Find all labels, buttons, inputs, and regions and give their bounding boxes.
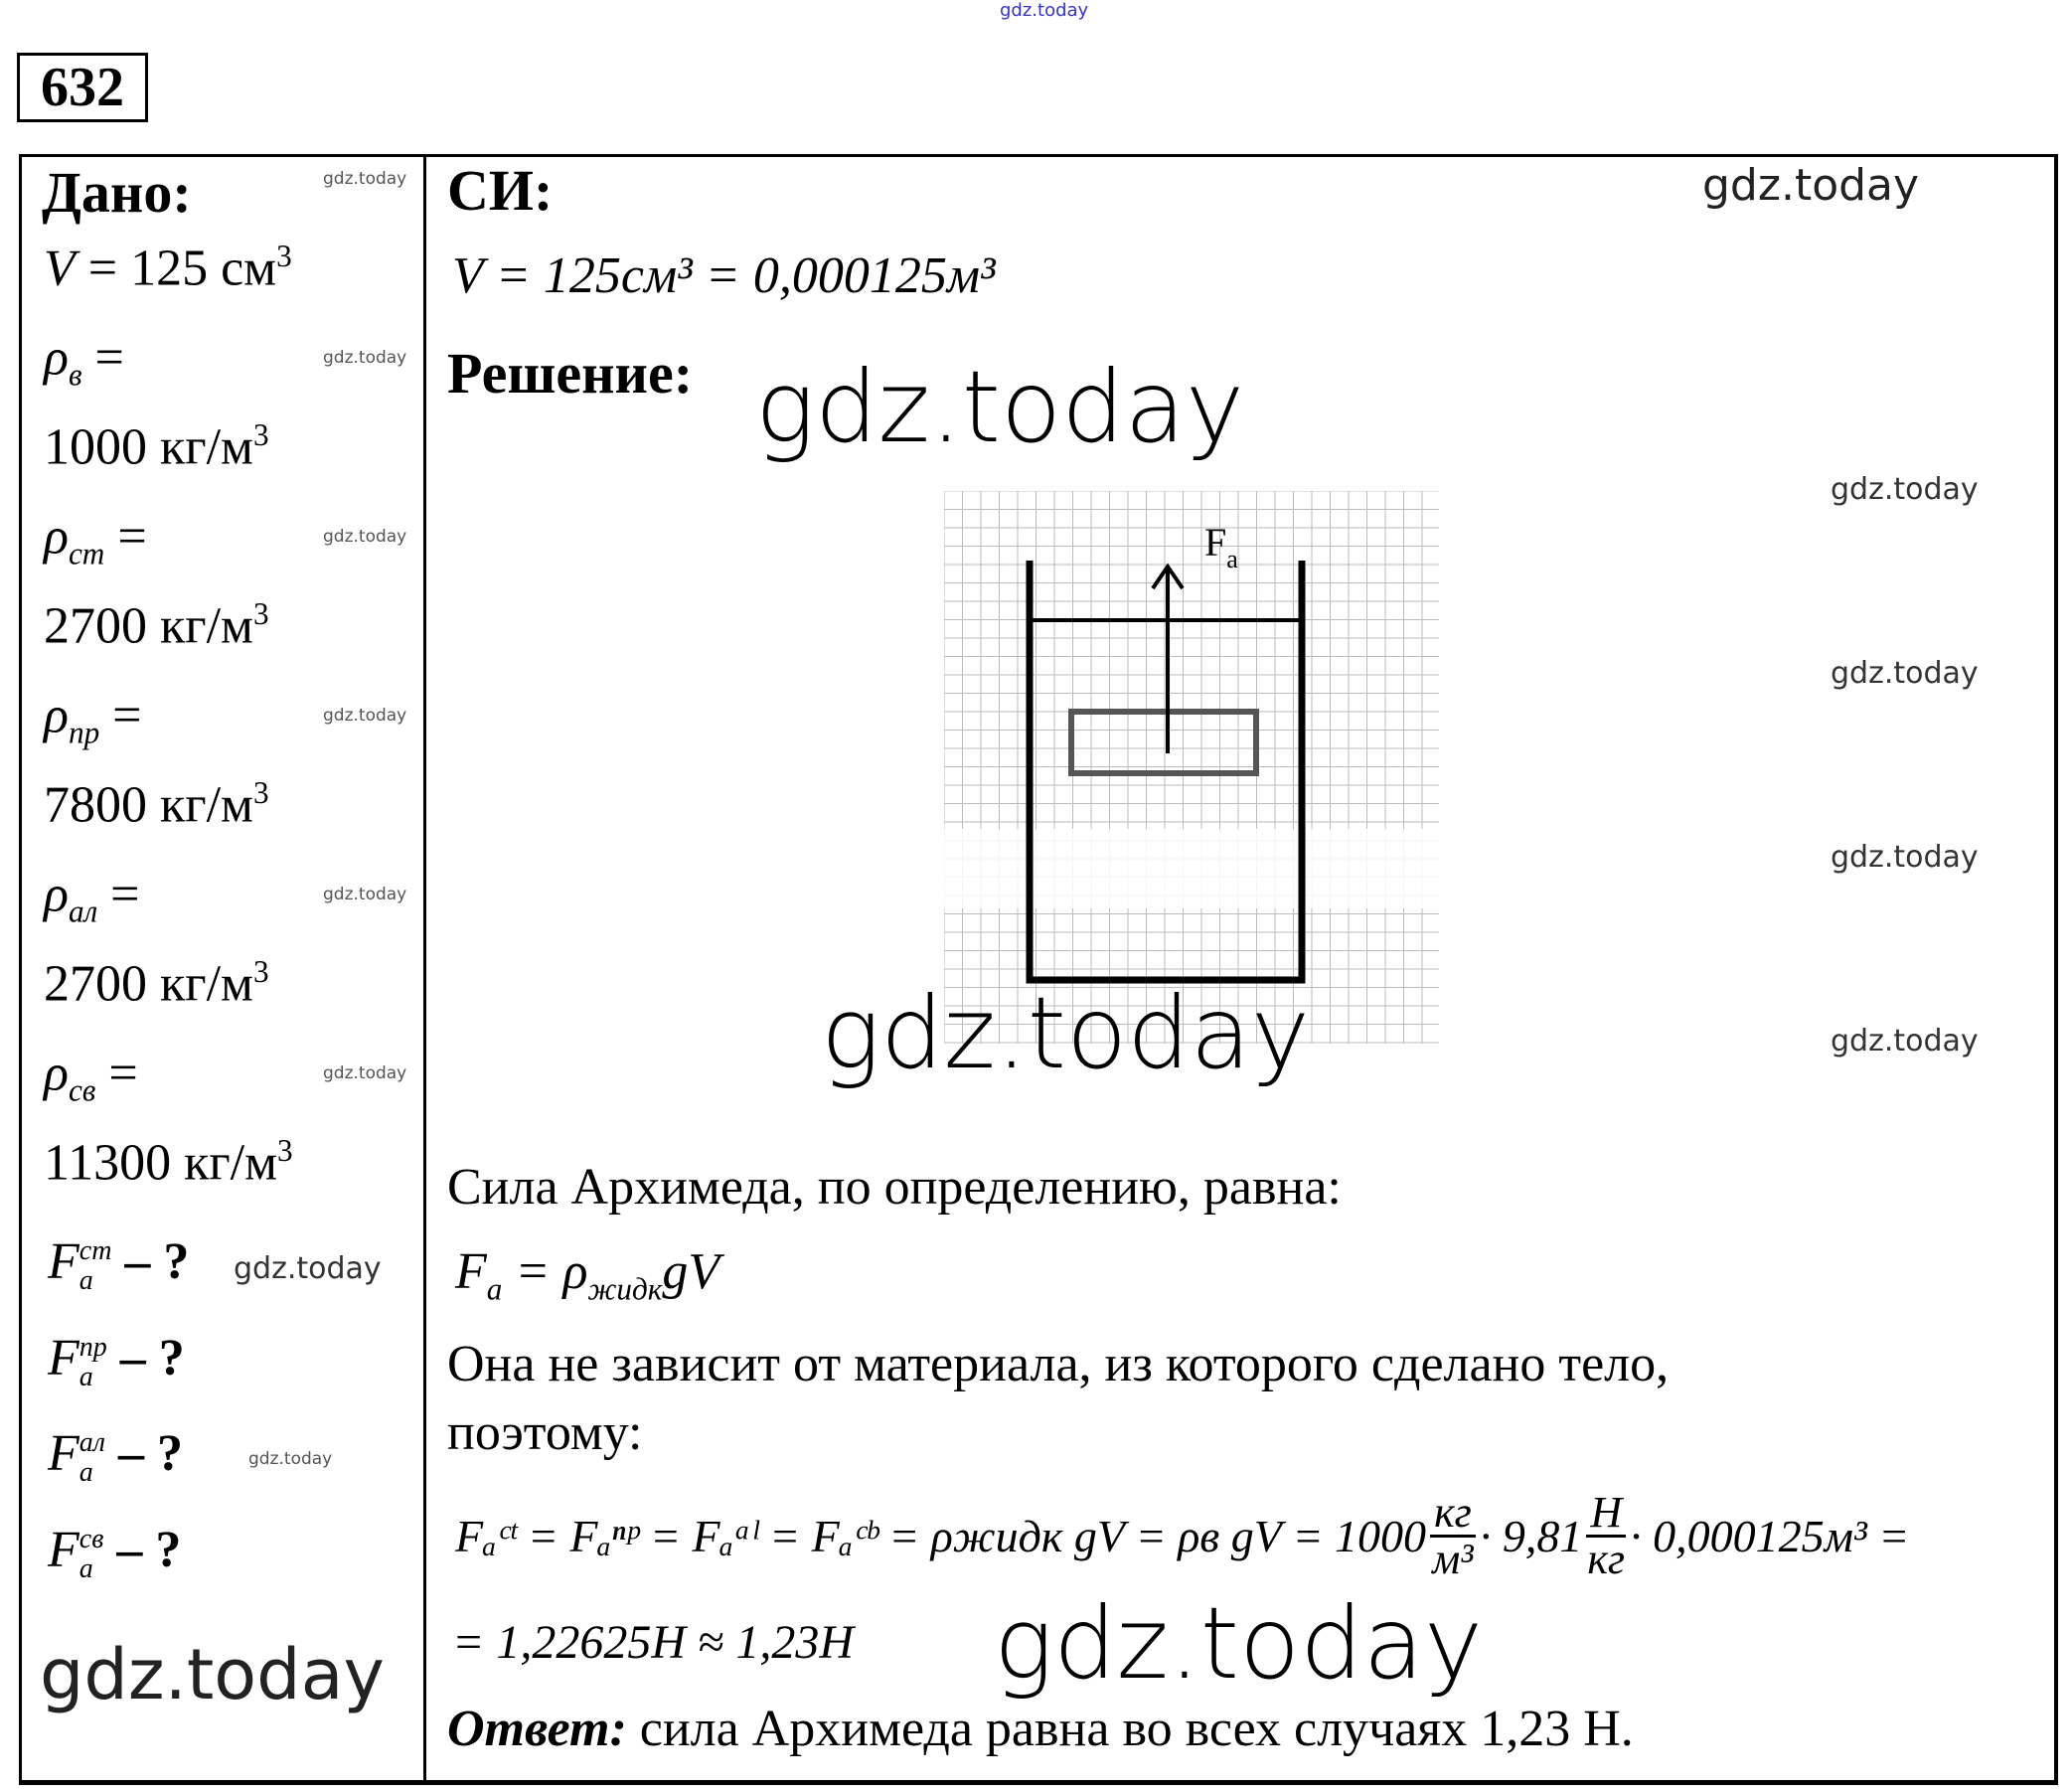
si-heading: СИ: bbox=[447, 158, 554, 223]
watermark: gdz.today bbox=[1702, 160, 1920, 211]
watermark: gdz.today bbox=[1831, 1024, 1979, 1059]
watermark: gdz.today bbox=[821, 975, 1311, 1091]
text-therefore: поэтому: bbox=[447, 1404, 643, 1461]
watermark: gdz.today bbox=[234, 1251, 382, 1286]
column-divider bbox=[423, 154, 426, 1782]
watermark: gdz.today bbox=[40, 1634, 385, 1715]
solution-table bbox=[19, 154, 2058, 1785]
formula-result: = 1,22625Н ≈ 1,23Н bbox=[452, 1616, 855, 1669]
watermark: gdz.today bbox=[323, 885, 407, 904]
body-block bbox=[1068, 709, 1259, 776]
smudge bbox=[944, 829, 1439, 908]
watermark: gdz.today bbox=[994, 1585, 1484, 1702]
given-item: ρст = bbox=[44, 508, 147, 571]
vessel-diagram: Fa bbox=[944, 491, 1439, 1044]
problem-number: 632 bbox=[17, 53, 148, 122]
given-item: 7800 кг/м3 bbox=[44, 775, 269, 834]
watermark: gdz.today bbox=[323, 1063, 407, 1083]
watermark-top: gdz.today bbox=[1000, 0, 1089, 21]
watermark: gdz.today bbox=[323, 706, 407, 726]
given-item: V = 125 см3 bbox=[44, 239, 292, 297]
watermark: gdz.today bbox=[1831, 840, 1979, 875]
fraction-kg-m3: кг м³ bbox=[1430, 1491, 1476, 1581]
watermark: gdz.today bbox=[755, 349, 1245, 465]
text-independence: Она не зависит от материала, из которого… bbox=[447, 1336, 1670, 1392]
answer: Ответ: сила Архимеда равна во всех случа… bbox=[447, 1701, 1634, 1757]
text-definition: Сила Архимеда, по определению, равна: bbox=[447, 1159, 1342, 1216]
force-label: Fa bbox=[1204, 520, 1238, 573]
given-item: 2700 кг/м3 bbox=[44, 596, 269, 655]
given-item: ρв = bbox=[44, 329, 124, 393]
watermark: gdz.today bbox=[248, 1449, 333, 1469]
given-item: ρпр = bbox=[44, 687, 142, 750]
watermark: gdz.today bbox=[1831, 472, 1979, 507]
watermark: gdz.today bbox=[323, 527, 407, 547]
grid bbox=[944, 491, 1439, 1044]
watermark: gdz.today bbox=[323, 348, 407, 368]
arrow-head-icon bbox=[1151, 563, 1185, 590]
given-heading: Дано: bbox=[42, 160, 192, 225]
given-item: 1000 кг/м3 bbox=[44, 417, 269, 476]
formula-archimedes: Fa = ρжидкgV bbox=[455, 1243, 720, 1307]
vessel bbox=[1026, 561, 1306, 984]
watermark: gdz.today bbox=[323, 169, 407, 189]
watermark: gdz.today bbox=[1831, 656, 1979, 691]
si-conversion: V = 125см³ = 0,000125м³ bbox=[452, 247, 996, 304]
given-item: ρсв = bbox=[44, 1045, 138, 1108]
given-item: 11300 кг/м3 bbox=[44, 1133, 293, 1192]
given-item: ρал = bbox=[44, 866, 140, 929]
formula-calculation: Fₐᶜᵗ = Fₐⁿᵖ = Fₐᵃˡ = Fₐᶜᵇ = ρжидк gV = ρ… bbox=[455, 1488, 1910, 1583]
solution-heading: Решение: bbox=[447, 341, 694, 406]
given-item: 2700 кг/м3 bbox=[44, 954, 269, 1013]
